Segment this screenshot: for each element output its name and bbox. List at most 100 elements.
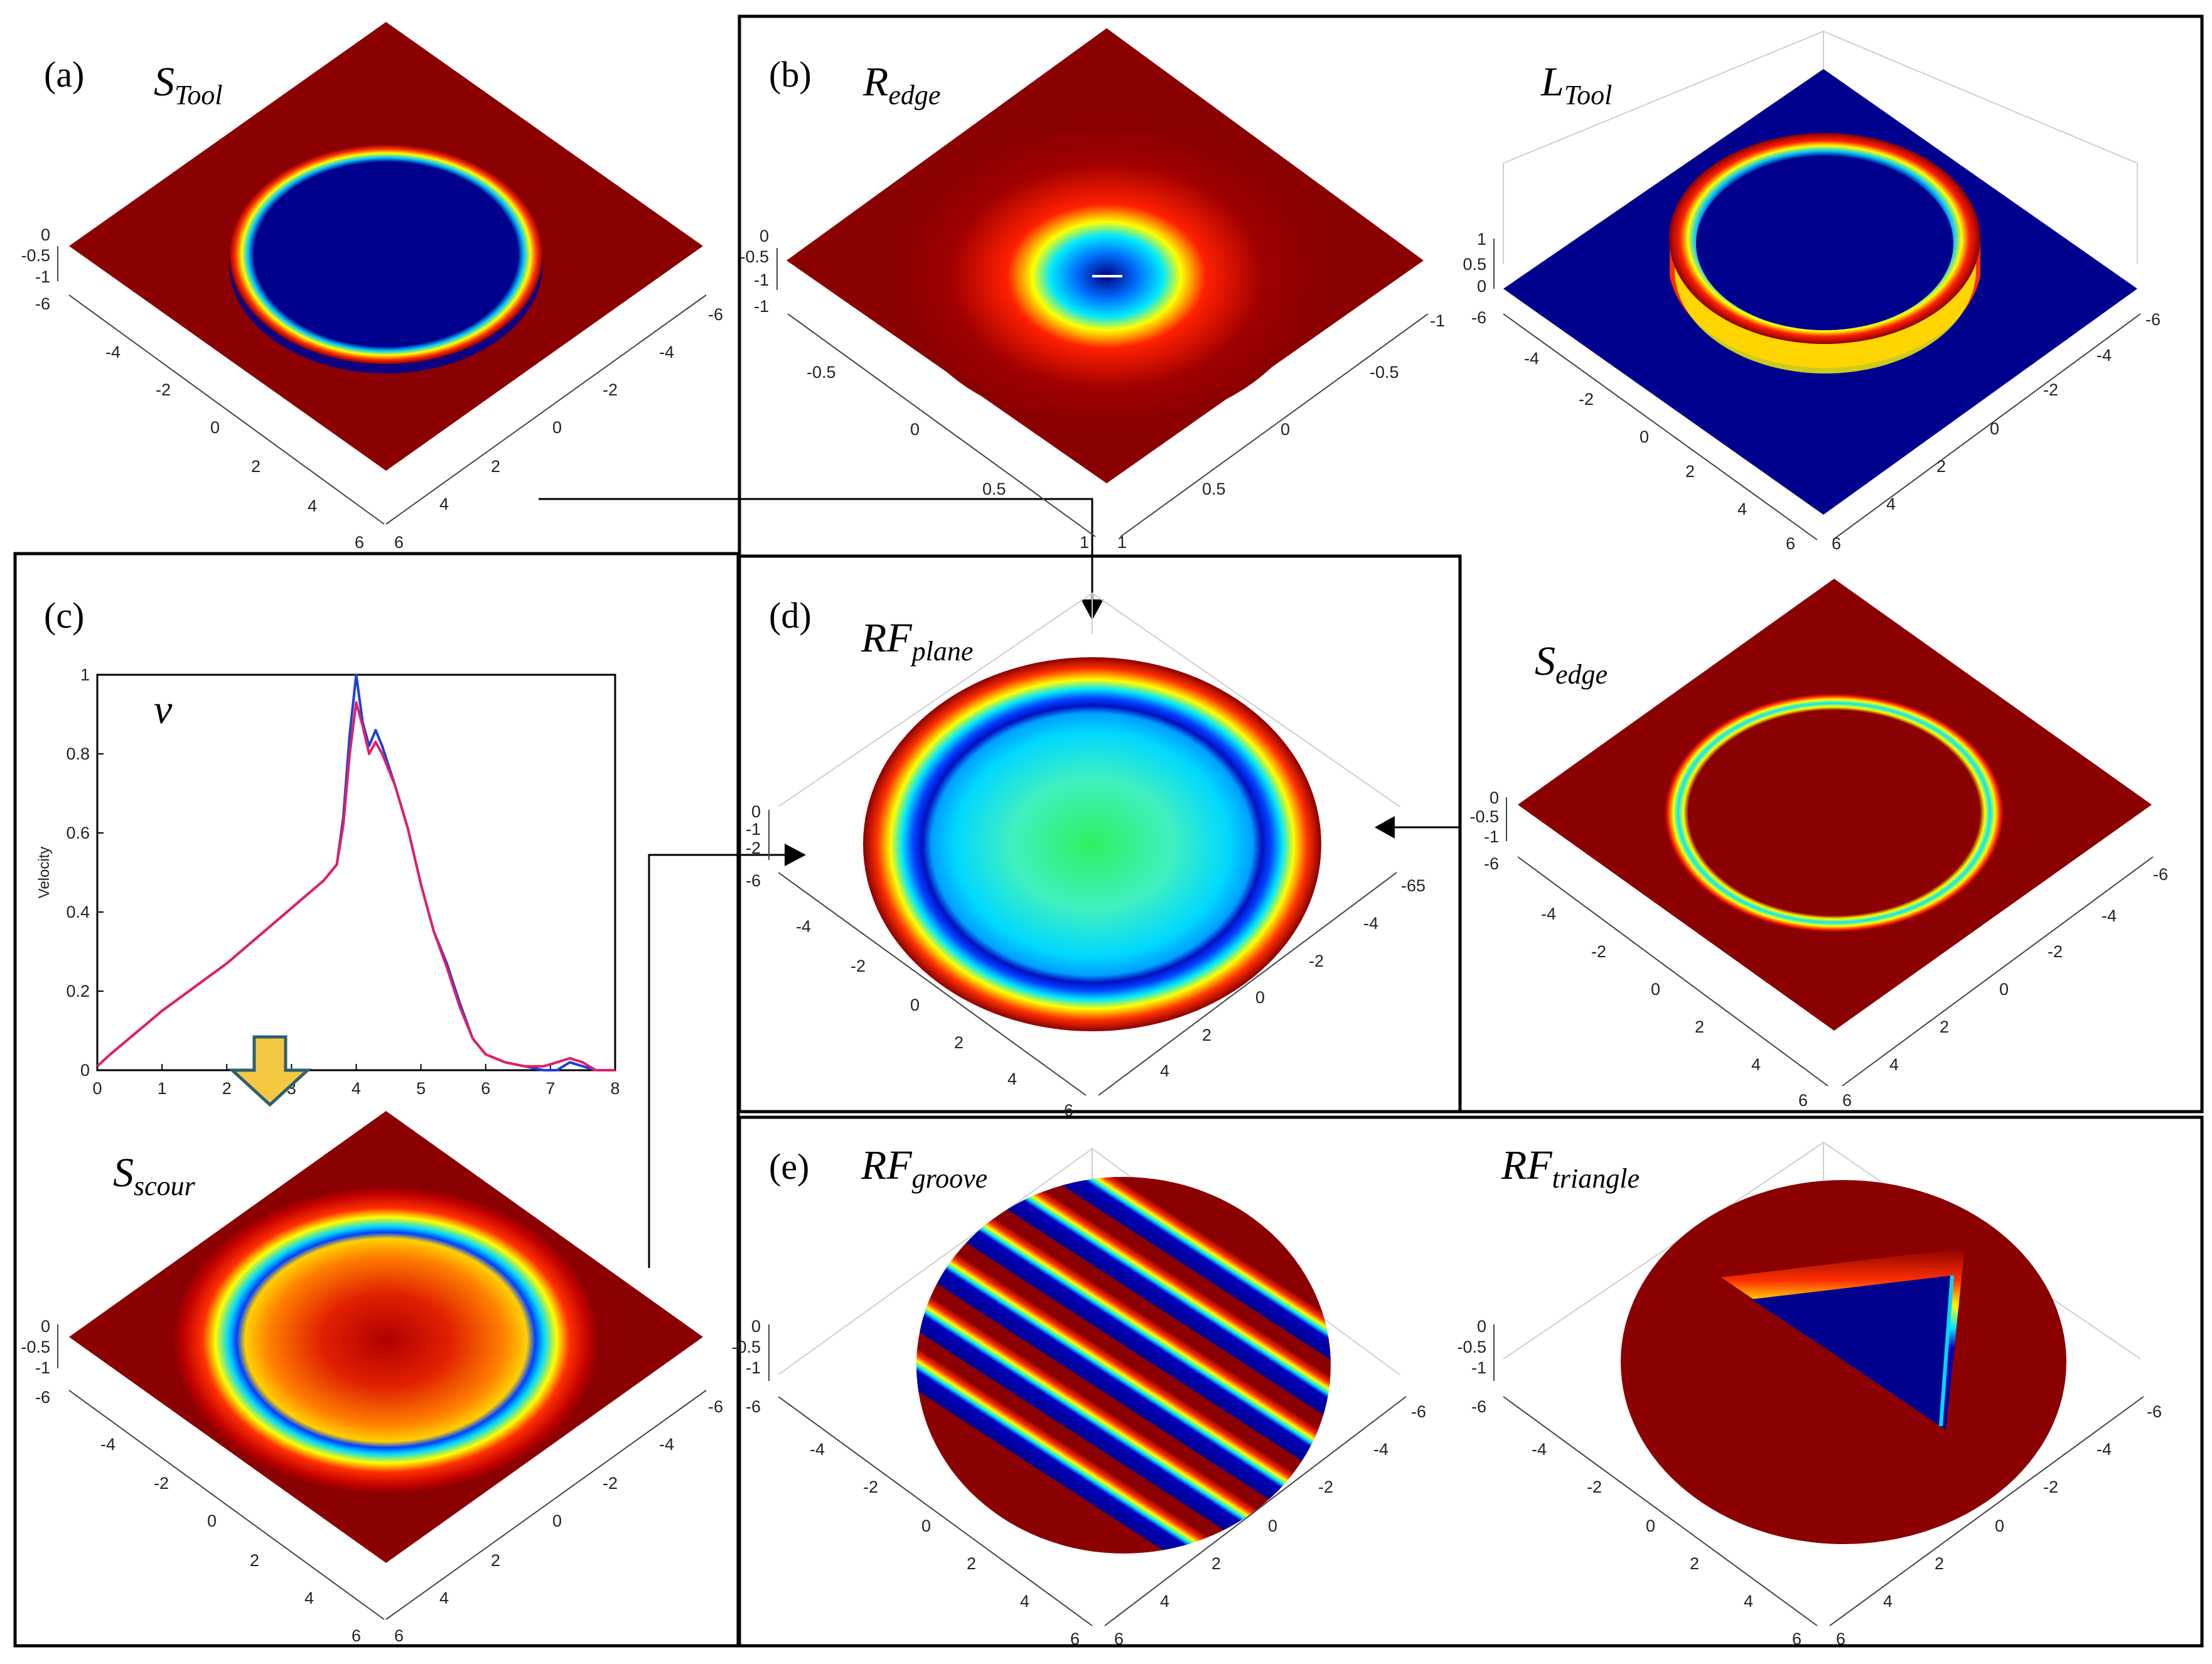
chart-xtick-label: 2 <box>222 1079 232 1098</box>
y-tick: -2 <box>2048 942 2063 961</box>
y-tick: -4 <box>659 343 674 362</box>
panel-c: (c) 0 1 2 3 4 5 6 7 800.20.40.60.81 v Velocity <box>36 595 620 1107</box>
panel-b-redge: 0 -0.5 -1 -1 -0.5 0 0.5 1 1 0.5 0 -0.5 -… <box>739 28 1445 552</box>
panel-e-triangle: 0 -0.5 -1 -6 -4 -2 0 2 4 6 6 4 2 0 -2 -4… <box>1457 1141 2162 1648</box>
panel-d: 0 -1 -2 -6 -4 -2 0 2 4 6 4 2 0 -2 -4 -65… <box>746 592 1425 1120</box>
chart-xtick-label: 6 <box>481 1079 490 1098</box>
z-tick: -1 <box>754 271 769 289</box>
x-tick: -2 <box>1579 390 1594 409</box>
y-tick: 0.5 <box>1202 480 1226 498</box>
x-tick: -2 <box>154 1474 169 1493</box>
y-tick: -4 <box>659 1435 674 1454</box>
y-tick: -2 <box>603 380 618 399</box>
panel-b-ltool: 1 0.5 0 -6 -4 -2 0 2 4 6 6 4 2 0 -2 -4 -… <box>1463 30 2161 553</box>
chart-ytick-label: 1 <box>80 665 90 684</box>
panel-title-sedge: Sedge <box>1535 638 1608 690</box>
x-tick: -1 <box>754 297 769 316</box>
y-tick: -4 <box>1373 1440 1388 1459</box>
y-tick: 1 <box>1117 533 1127 552</box>
x-tick: 6 <box>1792 1629 1801 1648</box>
chart-title: v <box>154 687 173 733</box>
x-tick: 6 <box>352 1626 361 1645</box>
y-tick: 0 <box>552 1511 562 1530</box>
x-tick: -6 <box>35 1388 50 1407</box>
x-tick: 2 <box>250 1551 259 1570</box>
panel-c-sscour: 0 -0.5 -1 -6 -4 -2 0 2 4 6 6 4 2 0 -2 -4… <box>21 1111 723 1645</box>
x-tick: 4 <box>308 497 317 515</box>
z-tick: 0 <box>41 1317 50 1336</box>
panel-label-a: (a) <box>44 54 84 95</box>
x-tick: -4 <box>1532 1440 1547 1459</box>
chart-ylabel: Velocity <box>36 847 53 899</box>
y-tick: 0 <box>1995 1516 2004 1535</box>
x-tick: 2 <box>1695 1017 1704 1036</box>
panel-title-a: STool <box>154 59 223 110</box>
x-tick: 0 <box>1640 427 1649 446</box>
z-tick: -0.5 <box>21 1338 50 1356</box>
z-tick: -0.5 <box>1469 807 1499 826</box>
x-tick: 0 <box>910 996 920 1014</box>
chart-ytick-label: 0.6 <box>66 824 90 842</box>
y-tick: 0 <box>1280 420 1290 439</box>
z-tick: 0 <box>1477 1317 1486 1336</box>
x-tick: -2 <box>1587 1478 1602 1496</box>
y-tick: 4 <box>1160 1592 1169 1611</box>
panel-label-c: (c) <box>44 595 84 636</box>
x-tick: -4 <box>810 1440 825 1459</box>
x-tick: 0 <box>1651 980 1660 999</box>
x-tick: -6 <box>746 1397 761 1416</box>
y-tick: 6 <box>1836 1629 1845 1648</box>
chart-ytick-label: 0.2 <box>66 982 90 1001</box>
y-tick: -6 <box>1411 1402 1426 1421</box>
y-tick: 6 <box>1832 534 1841 553</box>
x-tick: 6 <box>1064 1101 1073 1120</box>
x-tick: 4 <box>1020 1592 1029 1611</box>
y-tick: 4 <box>1889 1055 1899 1074</box>
y-tick: -2 <box>2043 380 2058 399</box>
z-tick: 1 <box>1477 230 1486 249</box>
panel-title-sscour: Sscour <box>113 1150 196 1201</box>
y-tick: -6 <box>708 305 723 324</box>
z-tick: 0 <box>751 1317 761 1336</box>
x-tick: -4 <box>1524 349 1539 368</box>
x-tick: -2 <box>1591 942 1606 961</box>
x-tick: 4 <box>1751 1055 1761 1074</box>
y-tick: 4 <box>1160 1061 1169 1080</box>
x-tick: 0 <box>1646 1516 1655 1535</box>
z-tick: 0.5 <box>1463 255 1486 274</box>
x-tick: -4 <box>100 1435 115 1454</box>
down-arrow-icon <box>228 1035 312 1107</box>
x-tick: 0 <box>210 418 220 437</box>
x-tick: 2 <box>954 1033 964 1052</box>
y-tick: -4 <box>2097 1440 2112 1459</box>
y-tick: 2 <box>1936 457 1946 476</box>
chart-ytick-label: 0.4 <box>66 903 90 921</box>
chart-xtick-label: 1 <box>158 1079 167 1098</box>
x-tick: -6 <box>1471 1397 1486 1416</box>
chart-ytick-label: 0.8 <box>66 744 90 763</box>
panel-d-sedge: 0 -0.5 -1 -6 -4 -2 0 2 4 6 6 4 2 0 -2 -4… <box>1469 579 2168 1110</box>
scour-bowl <box>173 1186 599 1494</box>
panel-title-d: RFplane <box>861 615 973 667</box>
x-tick: -2 <box>156 380 171 399</box>
x-tick: 2 <box>967 1554 976 1573</box>
triangle-disk <box>1621 1180 2066 1544</box>
x-tick: 1 <box>1080 533 1089 552</box>
y-tick: -0.5 <box>1370 363 1399 382</box>
panel-label-b: (b) <box>769 54 812 95</box>
y-tick: 4 <box>439 495 449 513</box>
z-tick: -1 <box>746 820 761 839</box>
y-tick: 0 <box>1999 980 2009 999</box>
y-tick: 4 <box>439 1589 449 1608</box>
x-tick: -4 <box>1541 904 1556 923</box>
z-tick: -0.5 <box>21 246 50 265</box>
x-tick: 2 <box>1685 462 1695 481</box>
chart-ytick-label: 0 <box>80 1061 90 1080</box>
z-tick: -0.5 <box>739 247 769 266</box>
z-tick: -1 <box>1471 1358 1486 1377</box>
chart-xtick-label: 8 <box>610 1079 620 1098</box>
z-tick: -0.5 <box>731 1338 761 1356</box>
chart-xtick-label: 4 <box>352 1079 361 1098</box>
y-tick: -65 <box>1401 876 1425 895</box>
